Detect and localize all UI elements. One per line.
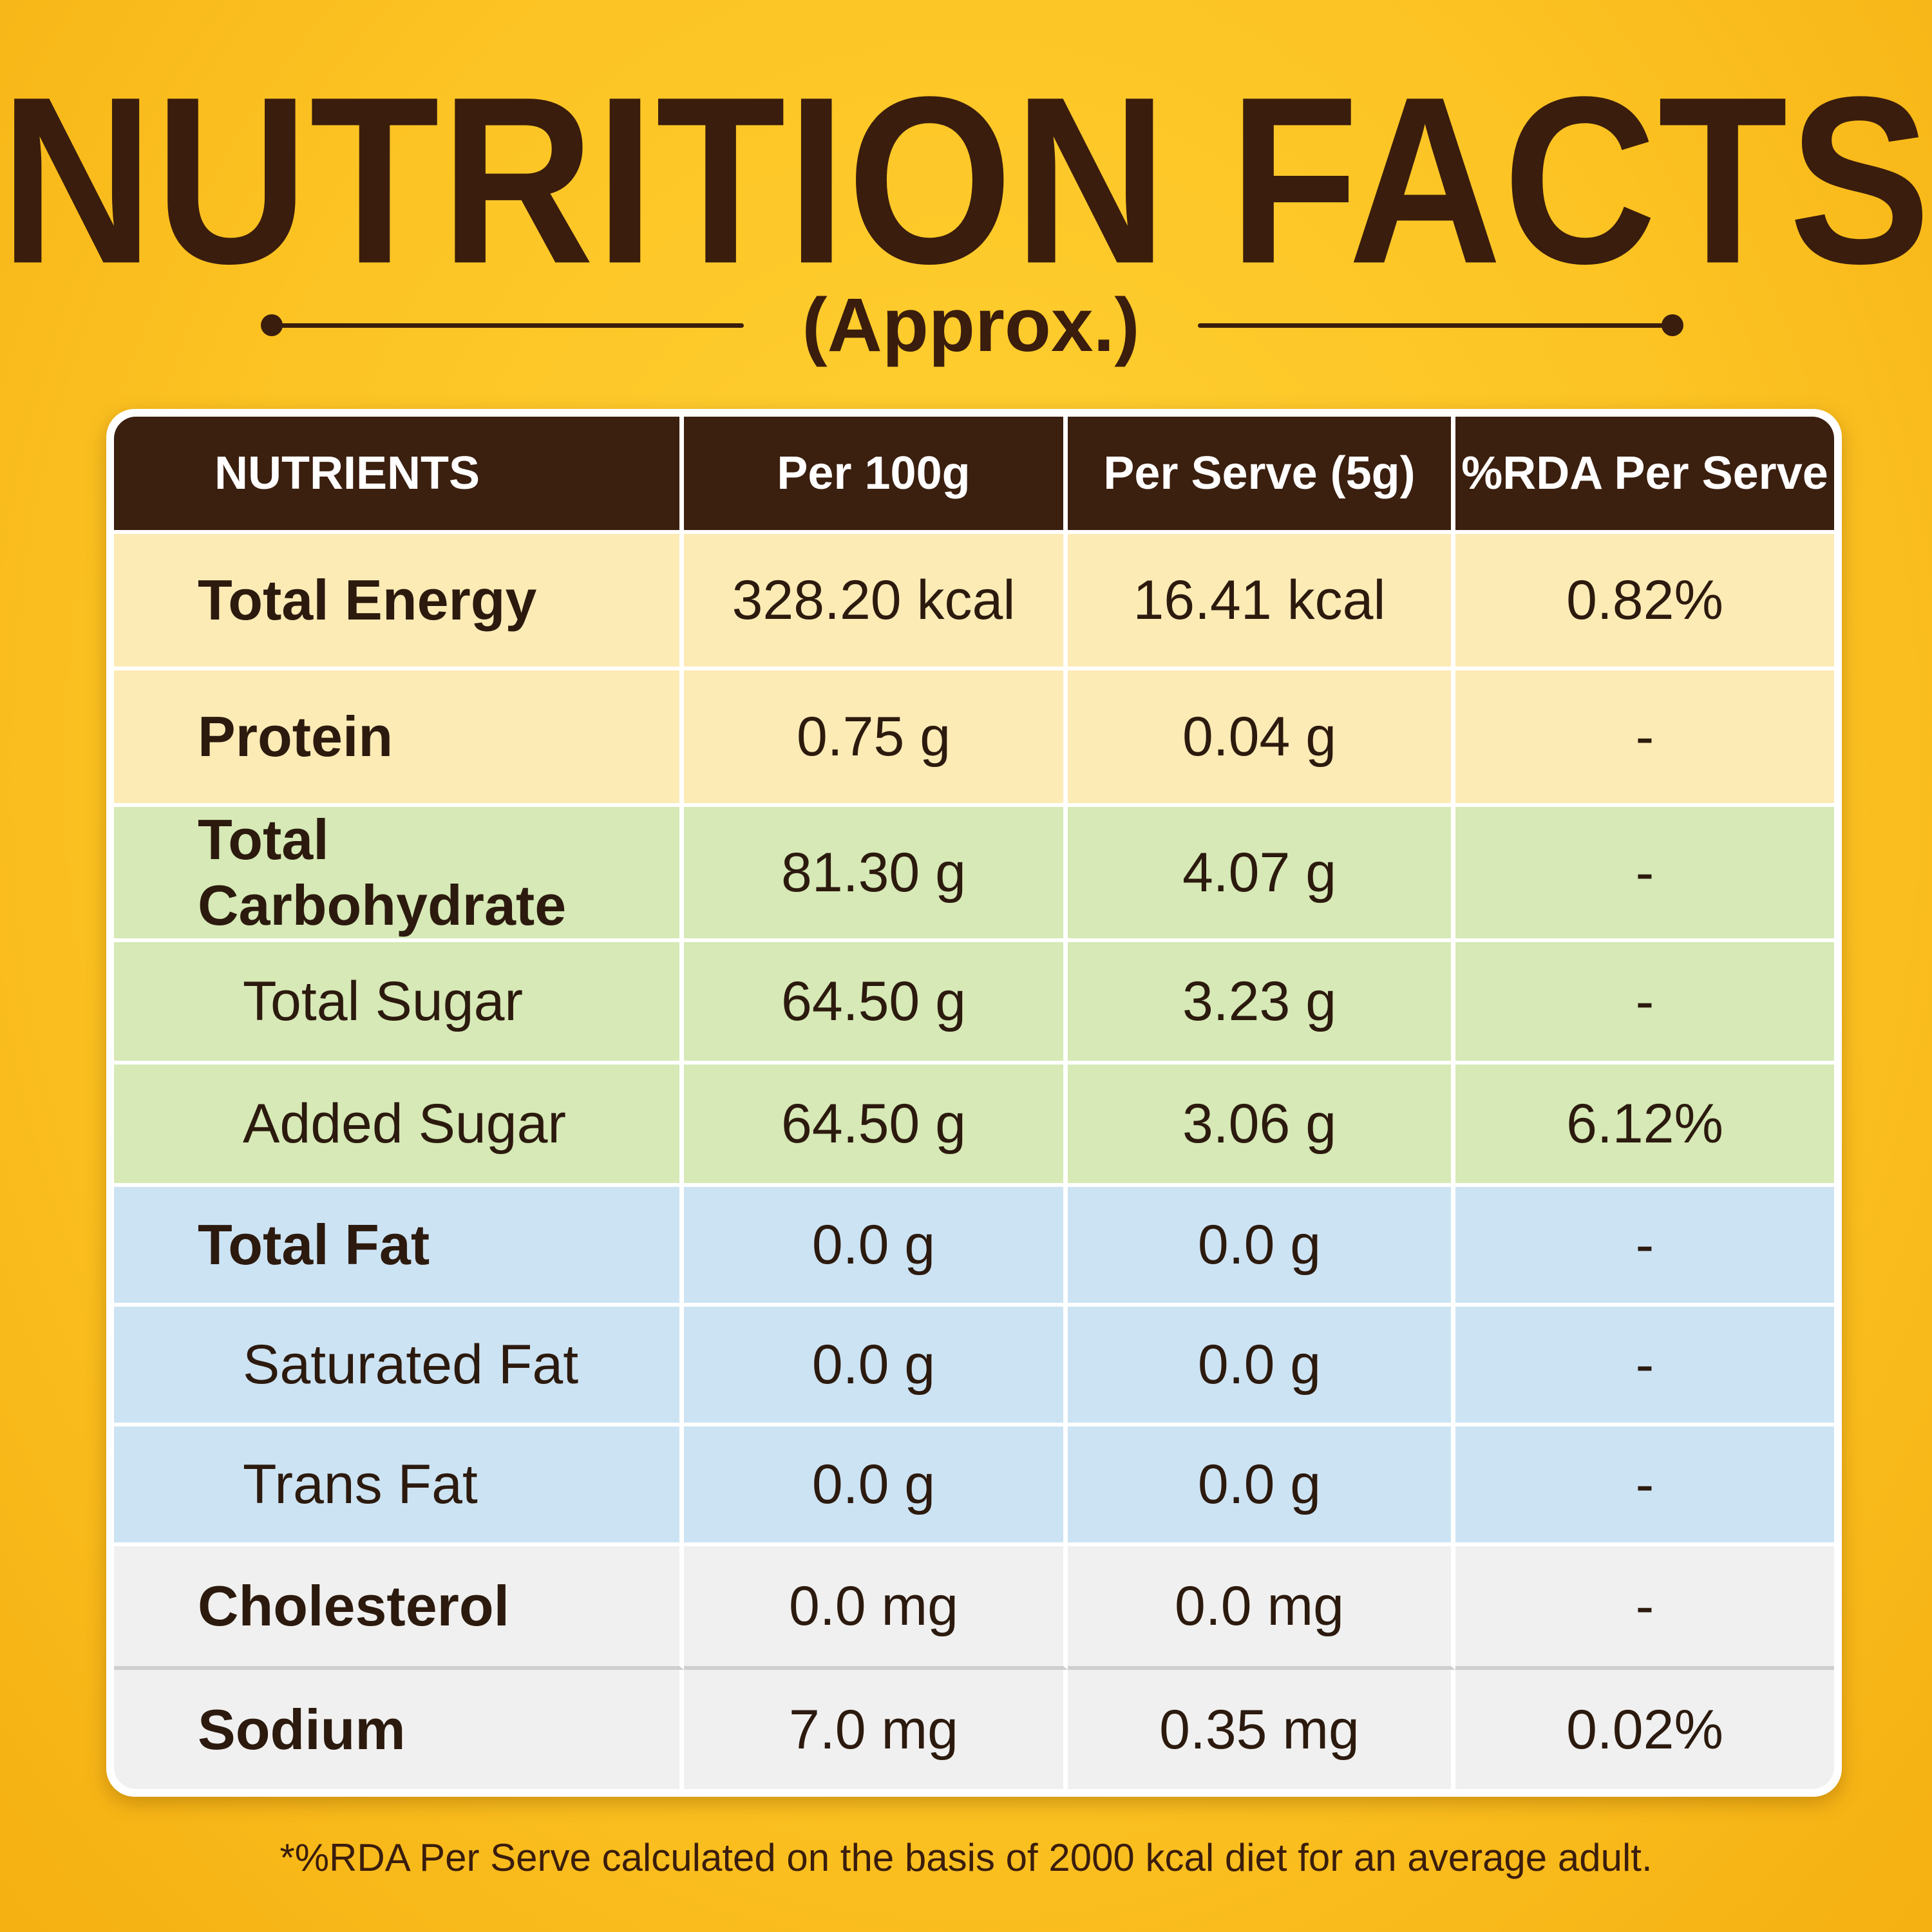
- per-serve-value: 0.35 mg: [1068, 1670, 1455, 1789]
- rda-value: 6.12%: [1455, 1065, 1834, 1187]
- per-serve-value: 0.0 g: [1068, 1307, 1455, 1426]
- per-100g-value: 0.0 mg: [684, 1546, 1068, 1670]
- table-row-sodium: Sodium 7.0 mg 0.35 mg 0.02%: [114, 1670, 1834, 1789]
- per-100g-value: 81.30 g: [684, 807, 1068, 942]
- header-rda: %RDA Per Serve: [1455, 417, 1834, 534]
- right-dot-ornament: [1662, 314, 1683, 336]
- per-100g-value: 328.20 kcal: [684, 534, 1068, 670]
- header-per-serve: Per Serve (5g): [1068, 417, 1455, 534]
- table-row-cholesterol: Cholesterol 0.0 mg 0.0 mg -: [114, 1546, 1834, 1670]
- per-100g-value: 64.50 g: [684, 942, 1068, 1065]
- table-row-trans-fat: Trans Fat 0.0 g 0.0 g -: [114, 1426, 1834, 1546]
- nutrition-card: NUTRIENTS Per 100g Per Serve (5g) %RDA P…: [106, 409, 1842, 1797]
- page-title: NUTRITION FACTS: [0, 46, 1932, 313]
- per-100g-value: 0.75 g: [684, 670, 1068, 807]
- rda-value: 0.82%: [1455, 534, 1834, 670]
- footnote: *%RDA Per Serve calculated on the basis …: [279, 1836, 1653, 1879]
- subtitle: (Approx.): [802, 283, 1140, 368]
- table-header-row: NUTRIENTS Per 100g Per Serve (5g) %RDA P…: [114, 417, 1834, 534]
- header-nutrients: NUTRIENTS: [114, 417, 684, 534]
- per-serve-value: 4.07 g: [1068, 807, 1455, 942]
- table-row-total-energy: Total Energy 328.20 kcal 16.41 kcal 0.82…: [114, 534, 1834, 670]
- per-serve-value: 16.41 kcal: [1068, 534, 1455, 670]
- per-100g-value: 0.0 g: [684, 1187, 1068, 1307]
- nutrient-name: Total Fat: [114, 1187, 684, 1307]
- nutrient-name: Sodium: [114, 1670, 684, 1789]
- nutrient-name: Cholesterol: [114, 1546, 684, 1670]
- rda-value: -: [1455, 807, 1834, 942]
- nutrient-name: Protein: [114, 670, 684, 807]
- rda-value: 0.02%: [1455, 1670, 1834, 1789]
- per-100g-value: 7.0 mg: [684, 1670, 1068, 1789]
- rda-value: -: [1455, 1307, 1834, 1426]
- rda-value: -: [1455, 942, 1834, 1065]
- table-row-total-fat: Total Fat 0.0 g 0.0 g -: [114, 1187, 1834, 1307]
- per-serve-value: 0.04 g: [1068, 670, 1455, 807]
- rda-value: -: [1455, 1546, 1834, 1670]
- header-per-100g: Per 100g: [684, 417, 1068, 534]
- nutrition-table-wrapper: NUTRIENTS Per 100g Per Serve (5g) %RDA P…: [114, 417, 1834, 1789]
- per-100g-value: 64.50 g: [684, 1065, 1068, 1187]
- per-100g-value: 0.0 g: [684, 1307, 1068, 1426]
- nutrient-name: Saturated Fat: [114, 1307, 684, 1426]
- table-row-saturated-fat: Saturated Fat 0.0 g 0.0 g -: [114, 1307, 1834, 1426]
- nutrient-name: Total Energy: [114, 534, 684, 670]
- left-rule: [270, 323, 744, 328]
- subtitle-row: (Approx.): [258, 283, 1687, 367]
- nutrition-table: NUTRIENTS Per 100g Per Serve (5g) %RDA P…: [114, 417, 1834, 1789]
- table-row-total-sugar: Total Sugar 64.50 g 3.23 g -: [114, 942, 1834, 1065]
- nutrient-name: Trans Fat: [114, 1426, 684, 1546]
- nutrient-name: Total Sugar: [114, 942, 684, 1065]
- nutrient-name: Added Sugar: [114, 1065, 684, 1187]
- per-serve-value: 0.0 mg: [1068, 1546, 1455, 1670]
- rda-value: -: [1455, 670, 1834, 807]
- per-serve-value: 0.0 g: [1068, 1187, 1455, 1307]
- per-100g-value: 0.0 g: [684, 1426, 1068, 1546]
- rda-value: -: [1455, 1187, 1834, 1307]
- per-serve-value: 0.0 g: [1068, 1426, 1455, 1546]
- nutrient-name: Total Carbohydrate: [114, 807, 684, 942]
- per-serve-value: 3.06 g: [1068, 1065, 1455, 1187]
- right-rule: [1198, 323, 1674, 328]
- table-row-added-sugar: Added Sugar 64.50 g 3.06 g 6.12%: [114, 1065, 1834, 1187]
- per-serve-value: 3.23 g: [1068, 942, 1455, 1065]
- rda-value: -: [1455, 1426, 1834, 1546]
- table-row-total-carbohydrate: Total Carbohydrate 81.30 g 4.07 g -: [114, 807, 1834, 942]
- table-row-protein: Protein 0.75 g 0.04 g -: [114, 670, 1834, 807]
